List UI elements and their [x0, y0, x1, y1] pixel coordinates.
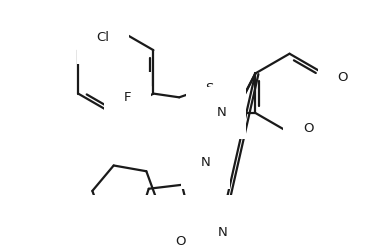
Text: F: F	[124, 91, 131, 104]
Text: O: O	[303, 122, 314, 135]
Text: O: O	[337, 71, 348, 84]
Text: Cl: Cl	[97, 31, 110, 44]
Text: N: N	[216, 106, 226, 120]
Text: S: S	[205, 82, 214, 95]
Text: O: O	[175, 235, 185, 247]
Text: N: N	[218, 226, 228, 239]
Text: N: N	[201, 156, 211, 169]
